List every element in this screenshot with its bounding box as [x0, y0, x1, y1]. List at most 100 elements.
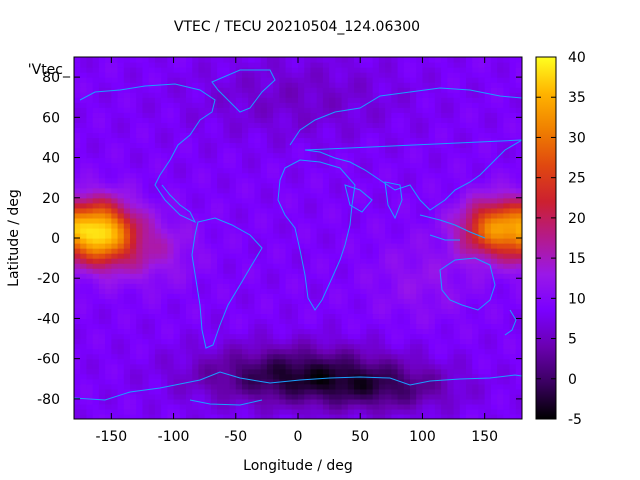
heatmap-cell: [291, 398, 299, 405]
heatmap-cell: [322, 243, 330, 249]
heatmap-cell: [117, 122, 125, 128]
heatmap-cell: [515, 167, 522, 174]
heatmap-cell: [229, 273, 237, 279]
heatmap-cell: [304, 273, 312, 279]
heatmap-cell: [235, 338, 243, 345]
heatmap-cell: [204, 283, 212, 289]
heatmap-cell: [347, 187, 355, 194]
heatmap-cell: [161, 298, 168, 304]
heatmap-cell: [235, 248, 243, 254]
heatmap-cell: [428, 152, 436, 159]
heatmap-cell: [478, 157, 486, 164]
heatmap-cell: [217, 393, 224, 400]
heatmap-cell: [490, 358, 498, 365]
heatmap-cell: [105, 132, 112, 139]
heatmap-cell: [515, 212, 522, 219]
heatmap-cell: [403, 353, 411, 360]
heatmap-cell: [136, 378, 144, 385]
heatmap-cell: [322, 102, 330, 108]
heatmap-cell: [298, 398, 305, 405]
heatmap-cell: [173, 232, 181, 239]
heatmap-cell: [229, 403, 237, 410]
heatmap-cell: [173, 253, 181, 259]
heatmap-cell: [466, 353, 473, 360]
heatmap-cell: [354, 263, 361, 269]
heatmap-cell: [354, 107, 361, 113]
heatmap-cell: [223, 102, 231, 108]
heatmap-cell: [235, 227, 243, 234]
heatmap-cell: [428, 187, 436, 194]
heatmap-cell: [329, 197, 336, 204]
heatmap-cell: [130, 67, 137, 73]
heatmap-cell: [273, 137, 280, 144]
heatmap-cell: [161, 353, 168, 360]
heatmap-cell: [329, 258, 336, 264]
heatmap-cell: [154, 293, 162, 299]
heatmap-cell: [341, 177, 349, 184]
heatmap-cell: [484, 248, 492, 254]
heatmap-cell: [447, 182, 455, 189]
heatmap-cell: [466, 363, 473, 370]
heatmap-cell: [316, 207, 324, 214]
heatmap-cell: [130, 298, 137, 304]
heatmap-cell: [254, 157, 262, 164]
heatmap-cell: [341, 293, 349, 299]
heatmap-cell: [397, 353, 405, 360]
heatmap-cell: [217, 132, 224, 139]
heatmap-cell: [148, 323, 156, 330]
heatmap-cell: [478, 318, 486, 325]
heatmap-cell: [86, 187, 94, 194]
heatmap-cell: [235, 152, 243, 159]
heatmap-cell: [242, 368, 249, 375]
heatmap-cell: [497, 403, 504, 410]
heatmap-cell: [186, 147, 193, 154]
heatmap-cell: [167, 182, 175, 189]
heatmap-cell: [148, 92, 156, 98]
heatmap-cell: [366, 77, 374, 83]
heatmap-cell: [111, 298, 119, 304]
heatmap-cell: [497, 97, 504, 103]
heatmap-cell: [136, 263, 144, 269]
heatmap-cell: [229, 353, 237, 360]
heatmap-cell: [298, 268, 305, 274]
heatmap-cell: [360, 288, 368, 294]
heatmap-cell: [310, 112, 318, 118]
heatmap-cell: [273, 323, 280, 330]
heatmap-cell: [391, 358, 399, 365]
heatmap-cell: [422, 137, 430, 144]
heatmap-cell: [410, 378, 417, 385]
heatmap-cell: [484, 227, 492, 234]
heatmap-cell: [167, 232, 175, 239]
heatmap-cell: [484, 308, 492, 315]
heatmap-cell: [242, 137, 249, 144]
heatmap-cell: [254, 122, 262, 128]
heatmap-cell: [86, 343, 94, 350]
heatmap-cell: [154, 92, 162, 98]
heatmap-cell: [434, 323, 442, 330]
heatmap-cell: [273, 172, 280, 179]
heatmap-cell: [74, 92, 81, 98]
heatmap-cell: [80, 263, 88, 269]
heatmap-cell: [117, 403, 125, 410]
heatmap-cell: [130, 197, 137, 204]
heatmap-cell: [291, 112, 299, 118]
heatmap-cell: [235, 413, 243, 419]
heatmap-cell: [503, 227, 511, 234]
heatmap-cell: [490, 243, 498, 249]
heatmap-cell: [192, 167, 200, 174]
heatmap-cell: [354, 182, 361, 189]
heatmap-cell: [341, 112, 349, 118]
heatmap-cell: [161, 112, 168, 118]
heatmap-cell: [478, 333, 486, 340]
heatmap-cell: [117, 132, 125, 139]
heatmap-cell: [98, 217, 106, 224]
heatmap-cell: [347, 263, 355, 269]
heatmap-cell: [186, 328, 193, 335]
heatmap-cell: [335, 368, 343, 375]
heatmap-cell: [391, 227, 399, 234]
heatmap-cell: [422, 298, 430, 304]
heatmap-cell: [123, 383, 131, 390]
heatmap-cell: [173, 147, 181, 154]
heatmap-cell: [105, 92, 112, 98]
heatmap-cell: [260, 92, 268, 98]
